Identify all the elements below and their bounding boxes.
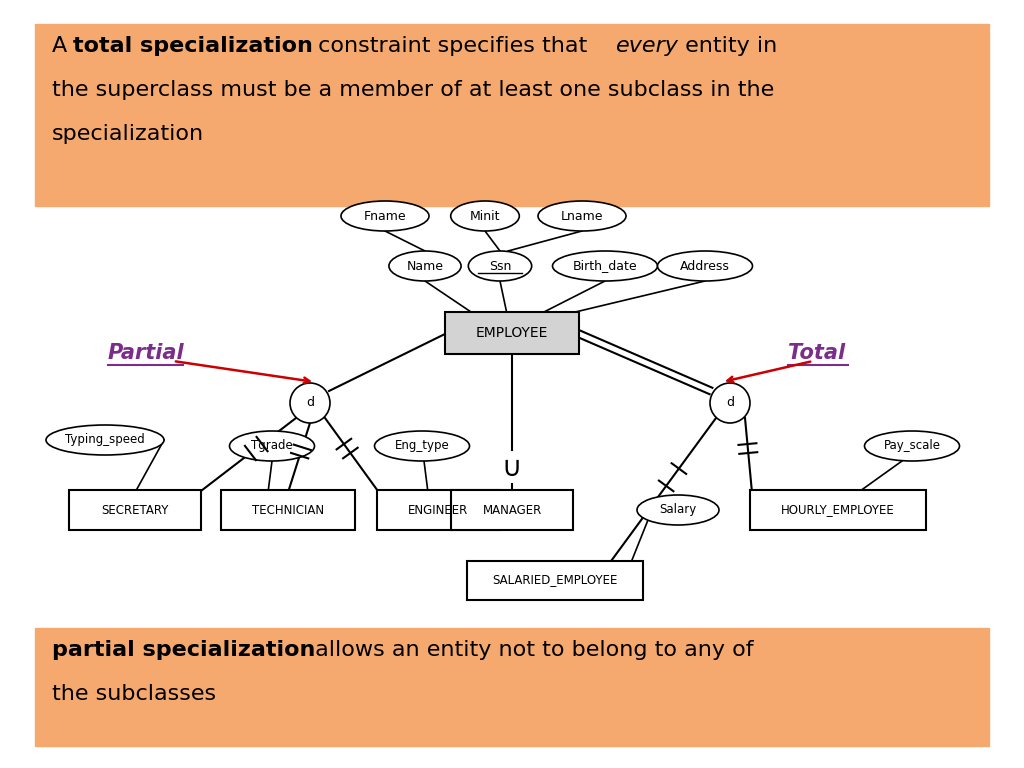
FancyBboxPatch shape [69,491,201,529]
Text: Address: Address [680,260,730,273]
Text: specialization: specialization [52,124,204,144]
Text: ENGINEER: ENGINEER [408,504,468,517]
Text: constraint specifies that: constraint specifies that [311,36,594,56]
FancyBboxPatch shape [451,491,573,529]
Ellipse shape [229,431,314,461]
Ellipse shape [864,431,959,461]
Text: total specialization: total specialization [73,36,313,56]
Text: Birth_date: Birth_date [572,260,637,273]
Text: every: every [616,36,679,56]
Text: Minit: Minit [470,210,501,223]
Ellipse shape [538,201,626,231]
Text: SALARIED_EMPLOYEE: SALARIED_EMPLOYEE [493,574,617,587]
Text: Name: Name [407,260,443,273]
Text: Salary: Salary [659,504,696,517]
FancyBboxPatch shape [445,312,579,354]
Ellipse shape [46,425,164,455]
Text: Fname: Fname [364,210,407,223]
Text: MANAGER: MANAGER [482,504,542,517]
Text: Partial: Partial [108,343,184,363]
FancyBboxPatch shape [221,491,355,529]
Ellipse shape [389,251,461,281]
FancyBboxPatch shape [750,491,926,529]
FancyBboxPatch shape [377,491,499,529]
Text: Lname: Lname [561,210,603,223]
Ellipse shape [451,201,519,231]
Text: Eng_type: Eng_type [394,439,450,452]
Text: entity in: entity in [678,36,777,56]
Ellipse shape [468,251,531,281]
Circle shape [710,383,750,423]
Text: Typing_speed: Typing_speed [66,433,144,446]
Text: partial specialization: partial specialization [52,640,315,660]
Text: the superclass must be a member of at least one subclass in the: the superclass must be a member of at le… [52,80,774,100]
Circle shape [290,383,330,423]
Text: SECRETARY: SECRETARY [101,504,169,517]
Ellipse shape [657,251,753,281]
Text: A: A [52,36,75,56]
Text: HOURLY_EMPLOYEE: HOURLY_EMPLOYEE [781,504,895,517]
Text: d: d [306,396,314,409]
FancyBboxPatch shape [35,24,989,206]
Text: Tgrade: Tgrade [251,439,293,452]
Ellipse shape [553,251,657,281]
Text: TECHNICIAN: TECHNICIAN [252,504,324,517]
FancyBboxPatch shape [467,561,643,600]
Text: d: d [726,396,734,409]
Text: ∪: ∪ [502,453,522,482]
FancyBboxPatch shape [35,628,989,746]
Text: allows an entity not to belong to any of: allows an entity not to belong to any of [308,640,754,660]
Text: Ssn: Ssn [488,260,511,273]
Text: Total: Total [788,343,845,363]
Ellipse shape [637,495,719,525]
Ellipse shape [375,431,469,461]
Text: Pay_scale: Pay_scale [884,439,940,452]
Text: EMPLOYEE: EMPLOYEE [476,326,548,340]
Ellipse shape [341,201,429,231]
Text: the subclasses: the subclasses [52,684,216,704]
